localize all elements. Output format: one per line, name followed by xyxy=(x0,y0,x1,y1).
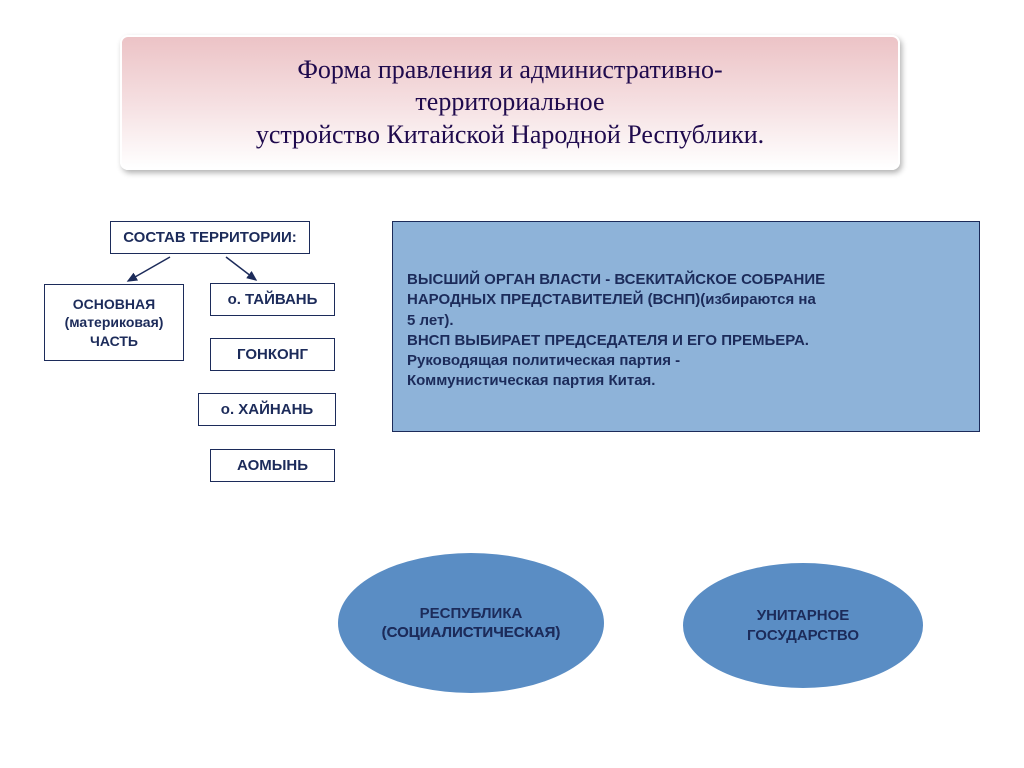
main-part-box: ОСНОВНАЯ (материковая) ЧАСТЬ xyxy=(44,284,184,361)
info-l5: Коммунистическая партия Китая. xyxy=(407,372,655,389)
taiwan-label: о. ТАЙВАНЬ xyxy=(228,291,318,308)
info-box: ВЫСШИЙ ОРГАН ВЛАСТИ - ВСЕКИТАЙСКОЕ СОБРА… xyxy=(392,221,980,432)
main-part-l2: (материковая) xyxy=(65,314,164,330)
territory-header-box: СОСТАВ ТЕРРИТОРИИ: xyxy=(110,221,310,254)
title-line3: устройство Китайской Народной Республики… xyxy=(256,120,764,149)
hainan-box: о. ХАЙНАНЬ xyxy=(198,393,336,426)
hongkong-label: ГОНКОНГ xyxy=(237,346,308,363)
info-l1: ВЫСШИЙ ОРГАН ВЛАСТИ - ВСЕКИТАЙСКОЕ СОБРА… xyxy=(407,271,825,288)
title-text: Форма правления и административно- терри… xyxy=(256,54,764,152)
republic-l2: (СОЦИАЛИСТИЧЕСКАЯ) xyxy=(382,624,561,641)
info-l2b: 5 лет). xyxy=(407,312,454,329)
main-part-l1: ОСНОВНАЯ xyxy=(73,296,155,312)
taiwan-box: о. ТАЙВАНЬ xyxy=(210,283,335,316)
unitary-l1: УНИТАРНОЕ xyxy=(757,607,850,624)
info-l3: ВНСП ВЫБИРАЕТ ПРЕДСЕДАТЕЛЯ И ЕГО ПРЕМЬЕР… xyxy=(407,332,809,349)
hainan-label: о. ХАЙНАНЬ xyxy=(221,401,313,418)
aomyn-label: АОМЫНЬ xyxy=(237,457,308,474)
republic-ellipse: РЕСПУБЛИКА (СОЦИАЛИСТИЧЕСКАЯ) xyxy=(338,553,604,693)
main-part-text: ОСНОВНАЯ (материковая) ЧАСТЬ xyxy=(65,295,164,350)
main-part-l3: ЧАСТЬ xyxy=(90,333,138,349)
info-l4: Руководящая политическая партия - xyxy=(407,352,680,369)
republic-l1: РЕСПУБЛИКА xyxy=(420,605,523,622)
unitary-text: УНИТАРНОЕ ГОСУДАРСТВО xyxy=(747,606,859,645)
info-l2a: НАРОДНЫХ ПРЕДСТАВИТЕЛЕЙ (ВСНП)(избираютс… xyxy=(407,291,816,308)
title-line2: территориальное xyxy=(415,87,604,116)
hongkong-box: ГОНКОНГ xyxy=(210,338,335,371)
title-box: Форма правления и административно- терри… xyxy=(120,35,900,170)
unitary-ellipse: УНИТАРНОЕ ГОСУДАРСТВО xyxy=(683,563,923,688)
territory-header: СОСТАВ ТЕРРИТОРИИ: xyxy=(123,229,297,246)
arrow-to-taiwan xyxy=(226,257,256,280)
republic-text: РЕСПУБЛИКА (СОЦИАЛИСТИЧЕСКАЯ) xyxy=(382,604,561,643)
title-line1: Форма правления и административно- xyxy=(297,55,722,84)
arrow-to-main xyxy=(128,257,170,281)
unitary-l2: ГОСУДАРСТВО xyxy=(747,627,859,644)
aomyn-box: АОМЫНЬ xyxy=(210,449,335,482)
